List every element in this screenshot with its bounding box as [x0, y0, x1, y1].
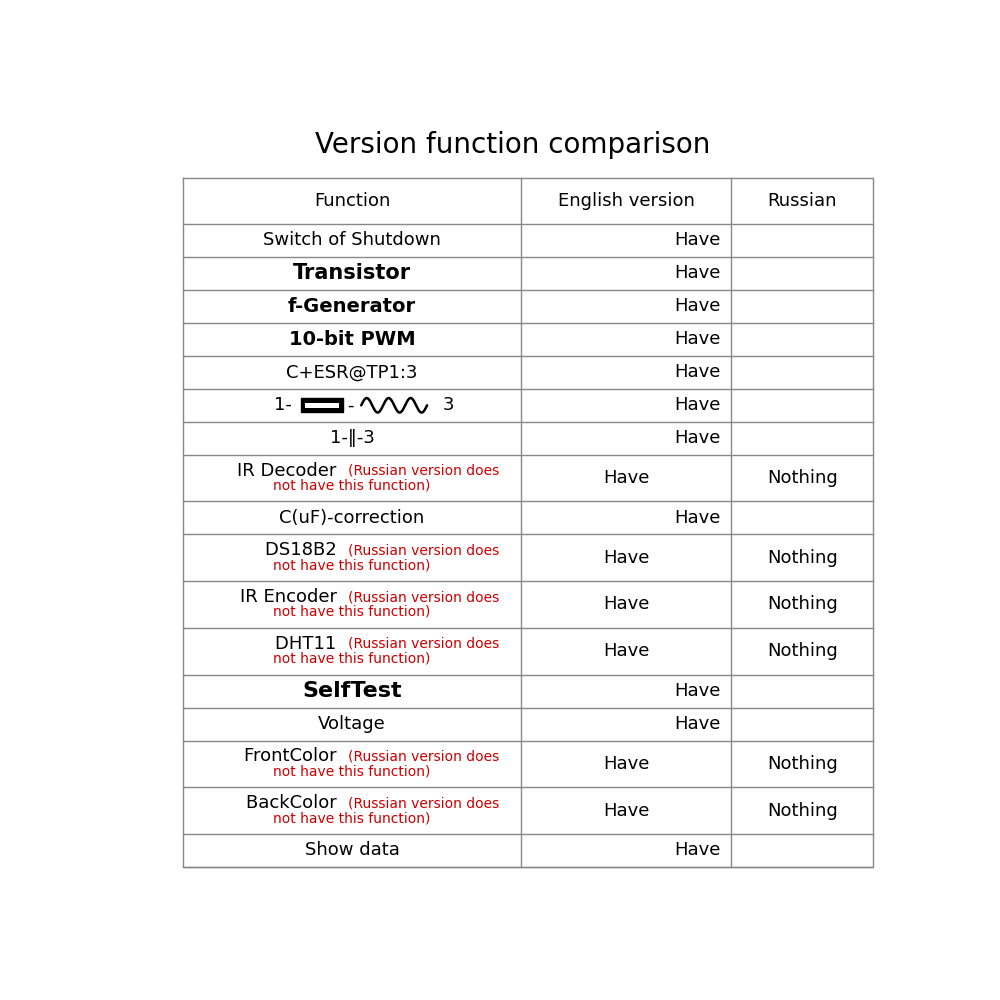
Text: IR Encoder: IR Encoder: [240, 588, 348, 606]
Text: DHT11: DHT11: [275, 635, 348, 653]
Text: Have: Have: [674, 264, 720, 282]
Text: Russian: Russian: [767, 192, 837, 210]
Text: Have: Have: [674, 509, 720, 527]
Text: Have: Have: [603, 642, 649, 660]
Text: Nothing: Nothing: [767, 802, 838, 820]
Text: Nothing: Nothing: [767, 469, 838, 487]
Text: C+ESR@TP1:3: C+ESR@TP1:3: [286, 363, 418, 381]
Text: Nothing: Nothing: [767, 755, 838, 773]
Text: Have: Have: [603, 469, 649, 487]
Text: BackColor: BackColor: [246, 794, 348, 812]
Text: Have: Have: [603, 802, 649, 820]
Text: Have: Have: [674, 841, 720, 859]
Text: (Russian version does: (Russian version does: [348, 749, 499, 763]
Text: Have: Have: [674, 715, 720, 733]
Text: (Russian version does: (Russian version does: [348, 590, 499, 604]
Text: (Russian version does: (Russian version does: [348, 464, 499, 478]
Text: (Russian version does: (Russian version does: [348, 543, 499, 557]
Text: not have this function): not have this function): [273, 479, 431, 493]
Text: not have this function): not have this function): [273, 764, 431, 778]
Text: Have: Have: [674, 297, 720, 315]
Text: Have: Have: [603, 755, 649, 773]
Text: C(uF)-correction: C(uF)-correction: [279, 509, 425, 527]
FancyBboxPatch shape: [301, 398, 343, 412]
Text: f-Generator: f-Generator: [288, 297, 416, 316]
Text: Nothing: Nothing: [767, 549, 838, 567]
Text: SelfTest: SelfTest: [302, 681, 402, 701]
Text: 1-: 1-: [274, 396, 292, 414]
Text: 10-bit PWM: 10-bit PWM: [289, 330, 415, 349]
Text: not have this function): not have this function): [273, 652, 431, 666]
Text: Have: Have: [603, 549, 649, 567]
Text: Version function comparison: Version function comparison: [315, 131, 710, 159]
Text: (Russian version does: (Russian version does: [348, 796, 499, 810]
Text: Function: Function: [314, 192, 390, 210]
Text: not have this function): not have this function): [273, 558, 431, 572]
Text: Transistor: Transistor: [293, 263, 411, 283]
Text: Have: Have: [603, 595, 649, 613]
Text: Have: Have: [674, 330, 720, 348]
Text: Have: Have: [674, 429, 720, 447]
Text: not have this function): not have this function): [273, 605, 431, 619]
Text: Switch of Shutdown: Switch of Shutdown: [263, 231, 441, 249]
Text: IR Decoder: IR Decoder: [237, 462, 348, 480]
Text: Have: Have: [674, 396, 720, 414]
Text: Have: Have: [674, 231, 720, 249]
Text: 1-‖-3: 1-‖-3: [330, 429, 375, 447]
Text: Have: Have: [674, 682, 720, 700]
Text: DS18B2: DS18B2: [265, 541, 348, 559]
Text: Have: Have: [674, 363, 720, 381]
Text: Nothing: Nothing: [767, 595, 838, 613]
Text: 3: 3: [443, 396, 454, 414]
Text: Voltage: Voltage: [318, 715, 386, 733]
Text: -: -: [347, 396, 354, 414]
Text: Show data: Show data: [305, 841, 400, 859]
Text: not have this function): not have this function): [273, 811, 431, 825]
FancyBboxPatch shape: [305, 403, 339, 408]
Text: English version: English version: [558, 192, 695, 210]
Text: FrontColor: FrontColor: [244, 747, 348, 765]
Text: (Russian version does: (Russian version does: [348, 637, 499, 651]
Text: Nothing: Nothing: [767, 642, 838, 660]
